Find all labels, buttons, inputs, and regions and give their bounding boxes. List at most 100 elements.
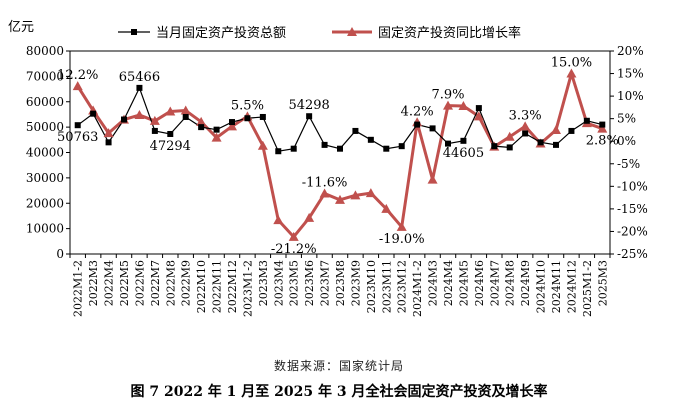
x-tick-label: 2025M1-2 <box>581 260 594 317</box>
legend-label-growth-rate: 固定资产投资同比增长率 <box>378 25 521 41</box>
growth-rate-point <box>520 121 531 131</box>
investment-total-point <box>290 145 297 152</box>
growth-rate-point <box>504 131 515 141</box>
x-tick-label: 2024M6 <box>473 260 486 306</box>
growth-rate-point <box>319 188 330 198</box>
x-tick-label: 2023M5 <box>288 260 301 306</box>
x-tick-label: 2024M4 <box>442 260 455 306</box>
y-right-tick-label: -25% <box>617 247 648 261</box>
growth-rate-point <box>257 140 268 150</box>
investment-total-point <box>151 127 158 134</box>
growth-rate-point <box>566 68 577 78</box>
data-label: 4.2% <box>401 104 434 119</box>
x-tick-label: 2023M1-2 <box>241 260 254 317</box>
source-note: 数据来源：国家统计局 <box>273 359 404 373</box>
y-right-tick-label: 20% <box>617 44 644 58</box>
data-label: 3.3% <box>509 108 542 123</box>
y-right-tick-label: -20% <box>617 224 648 238</box>
x-tick-label: 2022M9 <box>180 260 193 306</box>
investment-total-point <box>522 130 529 137</box>
investment-total-point <box>491 143 498 150</box>
y-left-tick-label: 60000 <box>26 95 64 109</box>
x-tick-label: 2024M9 <box>519 260 532 306</box>
y-left-tick-label: 40000 <box>26 146 64 160</box>
investment-total-point <box>599 121 606 128</box>
x-tick-label: 2022M3 <box>87 260 100 306</box>
data-label: -19.0% <box>379 232 425 247</box>
investment-total-point <box>306 113 313 120</box>
investment-total-point <box>90 110 97 117</box>
growth-rate-point <box>165 106 176 116</box>
y-left-tick-label: 50000 <box>26 120 64 134</box>
investment-total-point <box>583 117 590 124</box>
x-tick-label: 2022M8 <box>164 260 177 306</box>
data-label: -11.6% <box>302 176 348 191</box>
y-left-tick-label: 20000 <box>26 196 64 210</box>
investment-total-point <box>198 124 205 131</box>
investment-total-point <box>460 137 467 144</box>
data-label: 65466 <box>119 70 160 85</box>
investment-total-point <box>74 122 81 129</box>
data-label: -21.2% <box>271 242 317 257</box>
investment-total-point <box>136 84 143 91</box>
investment-total-point <box>321 141 328 148</box>
x-tick-label: 2023M12 <box>396 260 409 313</box>
growth-rate-point <box>551 124 561 134</box>
investment-total-point <box>352 127 359 134</box>
x-tick-label: 2025M3 <box>596 260 609 306</box>
investment-total-point <box>213 126 220 133</box>
investment-total-point <box>383 145 390 152</box>
y-right-tick-label: -5% <box>617 157 640 171</box>
investment-total-point <box>445 140 451 147</box>
x-tick-label: 2023M7 <box>319 260 332 306</box>
x-tick-label: 2023M11 <box>380 260 393 313</box>
investment-total-point <box>475 105 482 112</box>
data-label: 44605 <box>443 146 484 161</box>
growth-rate-point <box>304 212 315 222</box>
investment-total-point <box>167 130 174 137</box>
growth-rate-point <box>196 116 207 126</box>
data-label: 7.9% <box>431 88 464 103</box>
data-label: 15.0% <box>551 56 592 71</box>
x-tick-label: 2023M10 <box>365 260 378 313</box>
growth-rate-point <box>458 101 469 111</box>
growth-rate-point <box>288 231 299 241</box>
data-label: 5.5% <box>231 98 264 113</box>
x-tick-label: 2024M12 <box>565 260 578 313</box>
x-tick-label: 2022M5 <box>118 260 131 306</box>
growth-rate-point <box>427 174 438 184</box>
data-label: 54298 <box>288 98 329 113</box>
growth-rate-point <box>149 115 160 125</box>
x-tick-label: 2023M9 <box>349 260 362 306</box>
growth-rate-point <box>381 203 392 213</box>
data-label: 50763 <box>57 130 98 145</box>
data-label: 47294 <box>150 139 191 154</box>
growth-rate-point <box>227 121 237 131</box>
x-tick-label: 2023M8 <box>334 260 347 306</box>
growth-rate-point <box>72 81 83 91</box>
growth-rate-point <box>134 110 145 120</box>
data-label: 12.2% <box>57 68 98 83</box>
x-tick-label: 2022M7 <box>149 260 162 306</box>
legend-marker-growth-rate <box>347 27 357 36</box>
growth-rate-point <box>350 190 361 200</box>
y-right-tick-label: -10% <box>617 179 648 193</box>
x-tick-label: 2023M3 <box>257 260 270 306</box>
growth-rate-point <box>396 221 407 231</box>
investment-total-point <box>429 125 436 132</box>
x-tick-label: 2023M6 <box>303 260 316 306</box>
investment-total-point <box>506 144 513 151</box>
investment-total-point <box>244 115 251 122</box>
investment-total-point <box>121 116 127 123</box>
growth-rate-line <box>76 72 603 239</box>
x-tick-label: 2022M10 <box>195 260 208 313</box>
x-tick-label: 2024M8 <box>504 260 517 306</box>
y-left-tick-label: 10000 <box>26 222 64 236</box>
investment-total-point <box>537 139 544 146</box>
growth-rate-point <box>103 128 114 138</box>
investment-total-point <box>398 143 405 150</box>
y-left-tick-label: 70000 <box>26 69 64 83</box>
investment-total-point <box>182 113 189 120</box>
y-right-tick-label: -15% <box>617 202 648 216</box>
investment-total-point <box>275 148 282 155</box>
